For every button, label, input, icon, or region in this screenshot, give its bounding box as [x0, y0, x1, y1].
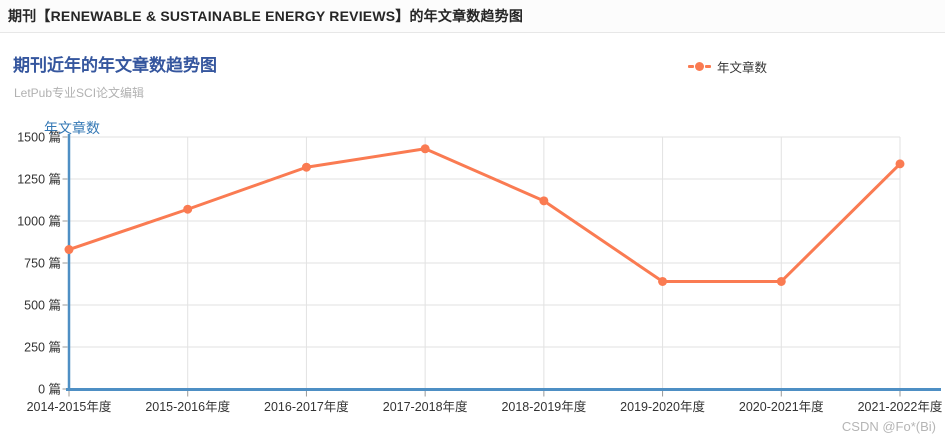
y-axis-tick-labels: 0 篇 250 篇 500 篇 750 篇 1000 篇 1250 篇 1500 篇: [17, 130, 61, 397]
data-point[interactable]: [895, 159, 905, 169]
y-tick-label: 1500 篇: [17, 130, 61, 145]
y-tick-label: 1250 篇: [17, 172, 61, 187]
x-tick-label: 2015-2016年度: [145, 399, 230, 414]
chart-subtitle: LetPub专业SCI论文编辑: [14, 86, 145, 100]
data-point[interactable]: [420, 144, 430, 154]
watermark-text: CSDN @Fo*(Bi): [841, 419, 936, 434]
data-point[interactable]: [539, 196, 549, 206]
y-tick-label: 500 篇: [24, 298, 61, 313]
data-point[interactable]: [183, 204, 193, 214]
series-line: [67, 147, 902, 283]
y-tick-label: 750 篇: [24, 256, 61, 271]
legend-label: 年文章数: [717, 60, 768, 75]
data-point[interactable]: [64, 245, 74, 255]
y-axis-title: 年文章数: [44, 120, 100, 136]
axis-tick-marks: [62, 136, 901, 397]
grid-lines: [69, 136, 901, 389]
legend-item[interactable]: 年文章数: [688, 58, 768, 75]
data-point[interactable]: [776, 276, 786, 286]
x-tick-label: 2017-2018年度: [383, 399, 468, 414]
legend-line-marker-icon: [688, 61, 711, 71]
chart-title: 期刊近年的年文章数趋势图: [13, 56, 217, 75]
x-tick-label: 2014-2015年度: [27, 399, 112, 414]
window-title: 期刊【RENEWABLE & SUSTAINABLE ENERGY REVIEW…: [8, 8, 524, 24]
y-tick-label: 1000 篇: [17, 214, 61, 229]
y-tick-label: 0 篇: [38, 382, 61, 397]
window-title-bar: 期刊【RENEWABLE & SUSTAINABLE ENERGY REVIEW…: [0, 0, 945, 33]
x-tick-label: 2020-2021年度: [739, 399, 824, 414]
y-tick-label: 250 篇: [24, 340, 61, 355]
x-tick-label: 2021-2022年度: [858, 399, 943, 414]
x-tick-label: 2019-2020年度: [620, 399, 705, 414]
data-point[interactable]: [301, 162, 311, 172]
x-tick-label: 2018-2019年度: [501, 399, 586, 414]
x-axis-tick-labels: 2014-2015年度 2015-2016年度 2016-2017年度 2017-20…: [27, 399, 943, 414]
data-point[interactable]: [658, 276, 668, 286]
x-tick-label: 2016-2017年度: [264, 399, 349, 414]
